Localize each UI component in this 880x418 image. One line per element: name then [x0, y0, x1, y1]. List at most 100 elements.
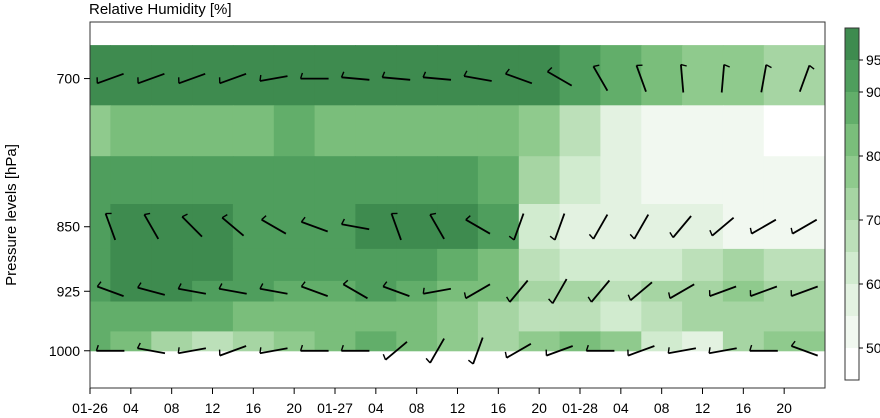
- rh-cell: [477, 248, 520, 282]
- y-axis: 700 850 925 1000: [49, 71, 90, 359]
- x-tick-label: 16: [736, 400, 752, 416]
- rh-cell: [682, 301, 724, 332]
- rh-cell: [722, 248, 765, 282]
- x-tick-label: 08: [409, 400, 425, 416]
- wind-barb: [463, 70, 492, 82]
- rh-cell: [396, 105, 438, 157]
- wind-barb: [136, 342, 166, 355]
- wind-barb: [340, 71, 370, 81]
- rh-cell: [682, 248, 724, 282]
- wind-barb: [508, 213, 525, 241]
- wind-barb: [668, 283, 695, 300]
- rh-cell: [90, 105, 111, 157]
- colorbar-swatch: [845, 348, 859, 380]
- rh-cell: [314, 248, 356, 282]
- wind-barb: [587, 279, 611, 303]
- rh-cell: [90, 204, 111, 250]
- rh-cell: [518, 156, 561, 205]
- wind-barb: [760, 64, 772, 93]
- wind-barb: [749, 285, 778, 297]
- rh-cell: [722, 105, 765, 157]
- rh-cell: [151, 156, 193, 205]
- wind-barb: [181, 213, 203, 238]
- rh-cell: [273, 280, 316, 303]
- x-tick-label: 01-28: [562, 400, 598, 416]
- rh-cell: [232, 301, 275, 332]
- rh-cell: [151, 105, 193, 157]
- rh-cell: [682, 156, 724, 205]
- rh-cell: [110, 331, 152, 352]
- rh-cell: [722, 45, 765, 106]
- colorbar-swatch: [845, 284, 859, 316]
- rh-cell: [232, 248, 275, 282]
- rh-cell: [763, 156, 825, 205]
- colorbar-swatch: [845, 220, 859, 252]
- rh-cell: [763, 280, 825, 303]
- rh-cell: [477, 45, 520, 106]
- rh-cell: [600, 280, 642, 303]
- rh-cell: [314, 331, 356, 352]
- wind-barb: [300, 216, 329, 233]
- rh-cell: [600, 204, 642, 250]
- wind-barb: [627, 281, 653, 301]
- wind-barb: [627, 345, 655, 357]
- x-tick-label: 12: [205, 400, 221, 416]
- x-tick-label: 20: [286, 400, 302, 416]
- colorbar-tick-label: 95: [866, 52, 880, 68]
- rh-cell: [437, 248, 479, 282]
- wind-barb: [798, 64, 815, 93]
- rh-cell: [600, 45, 642, 106]
- colorbar-swatch: [845, 252, 859, 284]
- rh-cell: [90, 156, 111, 205]
- rh-cell: [314, 301, 356, 332]
- rh-cell: [396, 331, 438, 352]
- rh-cell: [90, 331, 111, 352]
- rh-cell: [273, 204, 316, 250]
- rh-cell: [396, 204, 438, 250]
- wind-barb: [218, 283, 247, 295]
- rh-cell: [518, 280, 561, 303]
- wind-barb: [425, 338, 445, 364]
- rh-cell: [355, 105, 397, 157]
- wind-barb: [504, 343, 532, 359]
- wind-barb: [709, 217, 735, 237]
- rh-cell: [314, 156, 356, 205]
- rh-cell: [763, 204, 825, 250]
- rh-cell: [192, 105, 234, 157]
- rh-cell: [437, 204, 479, 250]
- wind-barb: [669, 215, 692, 239]
- rh-cell: [90, 301, 111, 332]
- rh-cell: [314, 280, 356, 303]
- wind-barb: [505, 68, 533, 85]
- rh-cell: [90, 248, 111, 282]
- rh-cell: [273, 331, 316, 352]
- rh-cell: [641, 156, 683, 205]
- rh-cell: [396, 45, 438, 106]
- x-tick-label: 20: [531, 400, 547, 416]
- wind-barb: [96, 281, 124, 297]
- wind-barb: [680, 63, 687, 93]
- colorbar-tick-label: 60: [866, 276, 880, 292]
- rh-cell: [682, 331, 724, 352]
- rh-cell: [641, 248, 683, 282]
- wind-barb: [790, 218, 818, 235]
- x-tick-label: 01-27: [317, 400, 353, 416]
- rh-cell: [192, 280, 234, 303]
- rh-cell: [232, 204, 275, 250]
- colorbar-swatch: [845, 124, 859, 156]
- rh-cell: [151, 331, 193, 352]
- rh-cell: [437, 45, 479, 106]
- rh-cell: [192, 301, 234, 332]
- rh-cell: [763, 248, 825, 282]
- rh-cell: [355, 301, 397, 332]
- colorbar-swatch: [845, 188, 859, 220]
- rh-cell: [763, 301, 825, 332]
- rh-cell: [437, 331, 479, 352]
- x-tick-label: 12: [695, 400, 711, 416]
- rh-cell: [355, 45, 397, 106]
- wind-barb: [708, 347, 737, 355]
- y-axis-label: Pressure levels [hPa]: [3, 144, 20, 286]
- rh-cell: [518, 105, 561, 157]
- colorbar-tick-label: 70: [866, 212, 880, 228]
- rh-cell: [477, 156, 520, 205]
